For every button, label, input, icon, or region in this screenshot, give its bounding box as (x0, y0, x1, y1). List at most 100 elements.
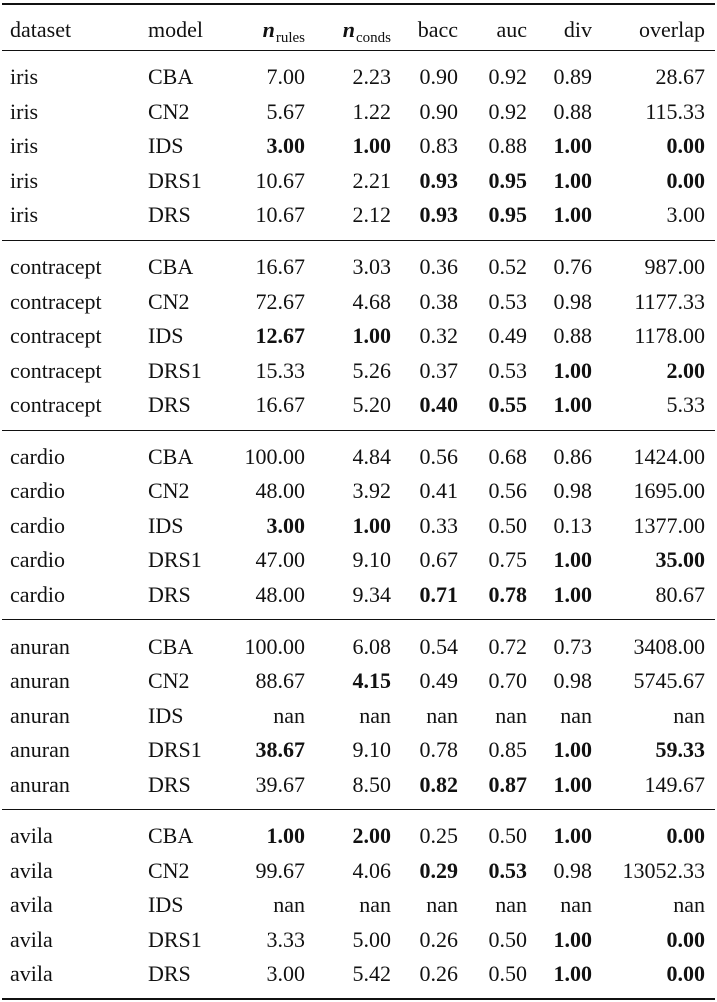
table-cell: CN2 (148, 478, 190, 504)
table-cell: 12.67 (255, 323, 306, 348)
table-cell: iris (10, 167, 39, 193)
table-cell: iris (10, 64, 39, 90)
table-cell: IDS (148, 133, 184, 159)
table-cell: 3.92 (352, 478, 392, 504)
table-cell: 7.00 (266, 64, 306, 90)
table-rule (2, 998, 715, 1001)
table-cell: 2.00 (352, 823, 392, 849)
table-cell: cardio (10, 478, 65, 504)
table-cell: 0.88 (488, 133, 528, 159)
table-cell: 0.53 (488, 357, 528, 383)
table-cell: 2.12 (352, 202, 392, 228)
column-header: auc (496, 17, 527, 42)
table-cell: iris (10, 98, 39, 124)
table-cell: 1.00 (352, 512, 392, 538)
table-cell: 0.70 (488, 668, 528, 693)
table-cell: contracept (10, 323, 102, 348)
table-cell: 1.22 (352, 98, 392, 124)
column-header: overlap (639, 17, 705, 42)
table-cell: 3.00 (266, 961, 306, 987)
table-cell: 0.98 (553, 857, 593, 883)
table-cell: IDS (148, 892, 184, 918)
table-cell: IDS (148, 512, 184, 538)
table-cell: 0.29 (419, 857, 459, 883)
table-cell: 0.56 (419, 443, 459, 469)
table-cell: 8.50 (352, 771, 392, 797)
table-cell: 0.78 (488, 581, 528, 607)
table-cell: 0.00 (666, 961, 706, 987)
table-cell: 0.95 (488, 167, 528, 193)
table-cell: 4.15 (352, 668, 392, 693)
table-cell: 0.50 (488, 926, 528, 952)
table-cell: 1.00 (553, 581, 593, 607)
table-cell: 0.33 (419, 512, 459, 538)
table-cell: 0.53 (488, 857, 528, 883)
table-cell: avila (10, 857, 53, 883)
table-cell: 100.00 (244, 443, 306, 469)
table-cell: IDS (148, 702, 184, 728)
column-header: dataset (10, 17, 72, 42)
table-cell: 0.67 (419, 547, 459, 573)
table-cell: 0.88 (553, 98, 593, 124)
table-cell: 0.98 (553, 478, 593, 504)
table-cell: 2.00 (666, 357, 706, 383)
table-cell: 3.00 (266, 133, 306, 159)
table-cell: 16.67 (255, 254, 306, 279)
table-cell: DRS (148, 961, 191, 987)
table-cell: avila (10, 926, 53, 952)
table-cell: 0.50 (488, 823, 528, 849)
table-cell: nan (673, 892, 705, 918)
table-cell: avila (10, 823, 53, 849)
table-cell: 2.23 (352, 64, 392, 90)
table-cell: 3408.00 (633, 633, 706, 659)
table-cell: anuran (10, 668, 70, 693)
table-cell: nan (673, 702, 705, 728)
table-cell: 5.00 (352, 926, 392, 952)
table-rule (2, 3, 715, 5)
table-cell: 0.71 (419, 581, 459, 607)
table-cell: 35.00 (655, 547, 706, 573)
table-cell: 1695.00 (633, 478, 706, 504)
table-cell: 16.67 (255, 392, 306, 417)
table-cell: DRS (148, 581, 191, 607)
table-cell: 0.53 (488, 288, 528, 314)
table-cell: anuran (10, 737, 70, 762)
table-cell: 0.89 (553, 64, 593, 90)
table-cell: 0.00 (666, 823, 706, 849)
table-cell: 0.50 (488, 512, 528, 538)
table-cell: 1.00 (352, 323, 392, 348)
table-cell: 987.00 (644, 254, 706, 279)
table-cell: 0.49 (488, 323, 528, 348)
table-cell: iris (10, 133, 39, 159)
table-cell: 0.93 (419, 167, 459, 193)
table-cell: CN2 (148, 288, 190, 314)
table-cell: 1424.00 (633, 443, 706, 469)
table-cell: avila (10, 961, 53, 987)
table-cell: 0.95 (488, 202, 528, 228)
table-cell: nan (426, 702, 458, 728)
table-cell: 48.00 (255, 581, 306, 607)
table-cell: 5.20 (352, 392, 392, 417)
table-cell: 88.67 (255, 668, 306, 693)
table-cell: IDS (148, 323, 184, 348)
table-rule (2, 50, 715, 51)
table-cell: 0.26 (419, 926, 459, 952)
table-cell: 1.00 (553, 771, 593, 797)
table-cell: 0.88 (553, 323, 593, 348)
table-cell: 1.00 (553, 926, 593, 952)
table-cell: 10.67 (255, 167, 306, 193)
table-cell: DRS (148, 392, 191, 417)
table-cell: 13052.33 (622, 857, 706, 883)
table-cell: 3.00 (666, 202, 706, 228)
table-cell: 0.85 (488, 737, 528, 762)
table-cell: 5.33 (666, 392, 706, 417)
table-cell: nan (495, 892, 527, 918)
table-cell: 5745.67 (633, 668, 706, 693)
table-cell: 0.56 (488, 478, 528, 504)
table-cell: 100.00 (244, 633, 306, 659)
table-cell: 80.67 (655, 581, 706, 607)
table-cell: DRS1 (148, 737, 202, 762)
table-cell: CBA (148, 633, 194, 659)
table-cell: 1.00 (266, 823, 306, 849)
